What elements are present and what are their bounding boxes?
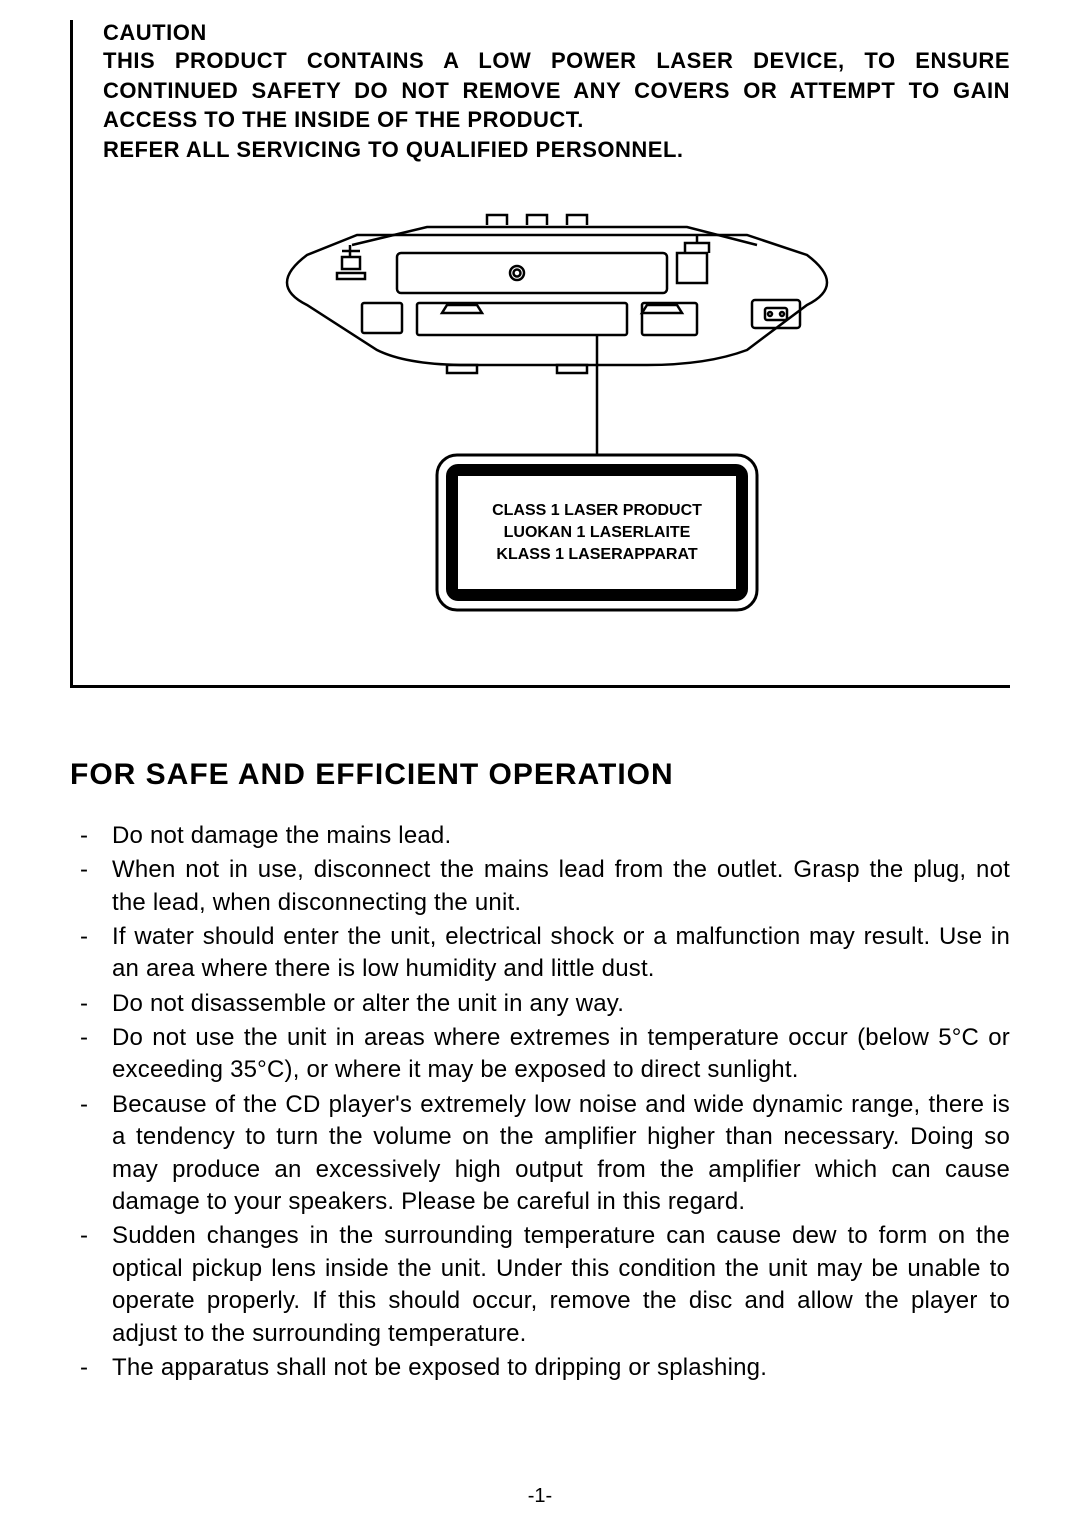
label-line2: LUOKAN 1 LASERLAITE: [503, 524, 690, 541]
operation-bullets: Do not damage the mains lead. When not i…: [70, 820, 1010, 1385]
bullet-item: Because of the CD player's extremely low…: [80, 1089, 1010, 1219]
bullet-item: When not in use, disconnect the mains le…: [80, 854, 1010, 919]
bullet-item: If water should enter the unit, electric…: [80, 921, 1010, 986]
caution-heading: CAUTION: [103, 20, 1010, 46]
device-diagram: CLASS 1 LASER PRODUCT LUOKAN 1 LASERLAIT…: [103, 195, 1010, 635]
page-number: -1-: [0, 1485, 1080, 1508]
bullet-item: Do not disassemble or alter the unit in …: [80, 988, 1010, 1020]
diagram-svg: CLASS 1 LASER PRODUCT LUOKAN 1 LASERLAIT…: [247, 195, 867, 635]
caution-line2: REFER ALL SERVICING TO QUALIFIED PERSONN…: [103, 135, 1010, 165]
label-line3: KLASS 1 LASERAPPARAT: [496, 546, 697, 563]
bullet-item: Sudden changes in the surrounding temper…: [80, 1220, 1010, 1350]
bullet-item: Do not damage the mains lead.: [80, 820, 1010, 852]
caution-box: CAUTION THIS PRODUCT CONTAINS A LOW POWE…: [70, 20, 1010, 688]
caution-line1: THIS PRODUCT CONTAINS A LOW POWER LASER …: [103, 46, 1010, 135]
bullet-item: The apparatus shall not be exposed to dr…: [80, 1352, 1010, 1384]
bullet-item: Do not use the unit in areas where extre…: [80, 1022, 1010, 1087]
section-heading: FOR SAFE AND EFFICIENT OPERATION: [70, 758, 1010, 792]
label-line1: CLASS 1 LASER PRODUCT: [492, 502, 702, 519]
